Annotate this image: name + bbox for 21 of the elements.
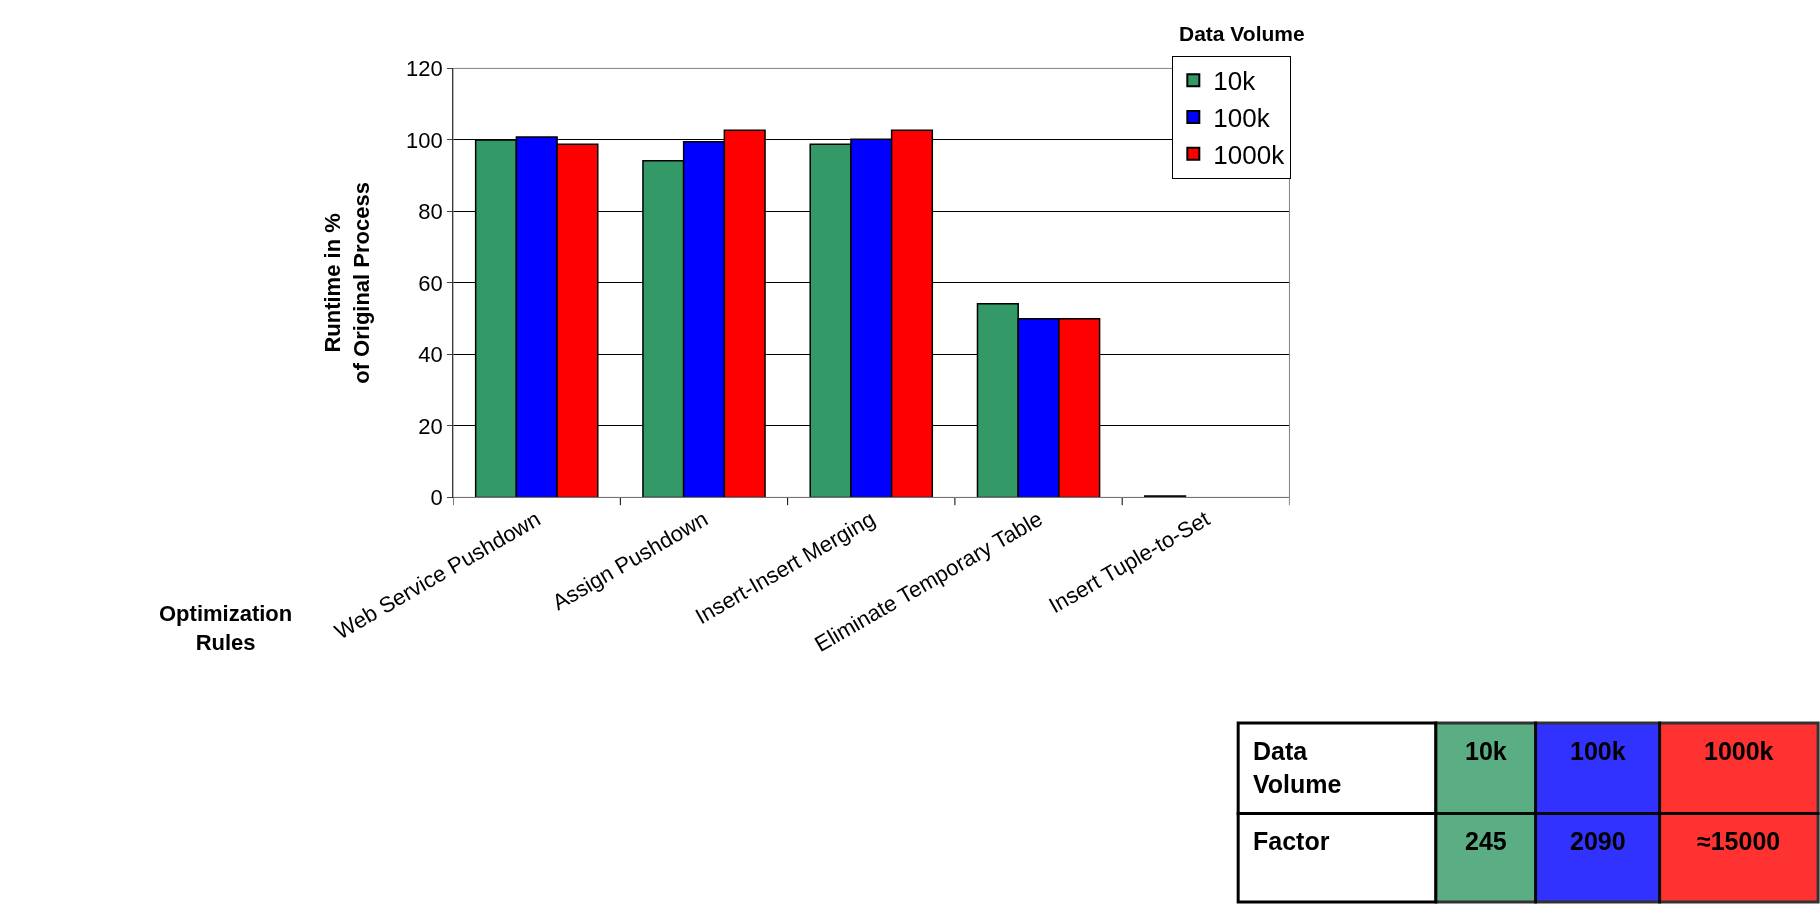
y-tick-label: 120 — [405, 56, 443, 82]
legend-title: Data Volume — [1179, 22, 1305, 45]
text: Factor — [1253, 827, 1330, 855]
text: 100k — [1570, 737, 1626, 765]
y-axis-title: Runtime in % of Original Process — [320, 182, 374, 384]
y-tick-label: 100 — [405, 127, 443, 153]
y-tick-label: 0 — [430, 485, 443, 511]
text: 2090 — [1570, 827, 1626, 855]
y-tick-label: 20 — [418, 413, 443, 439]
legend-label: 1000k — [1213, 139, 1286, 170]
text: 1000k — [1704, 737, 1774, 765]
text: 245 — [1465, 827, 1507, 855]
legend-label: 100k — [1213, 103, 1271, 134]
text: Data Volume — [1253, 737, 1342, 798]
y-tick-label: 40 — [418, 342, 443, 368]
legend-label: 10k — [1213, 66, 1257, 97]
text: ≈15000 — [1697, 827, 1781, 855]
text: 10k — [1465, 737, 1507, 765]
y-tick-label: 80 — [418, 199, 443, 225]
y-tick-label: 60 — [418, 270, 443, 296]
x-axis-title: Optimization Rules — [159, 601, 293, 655]
